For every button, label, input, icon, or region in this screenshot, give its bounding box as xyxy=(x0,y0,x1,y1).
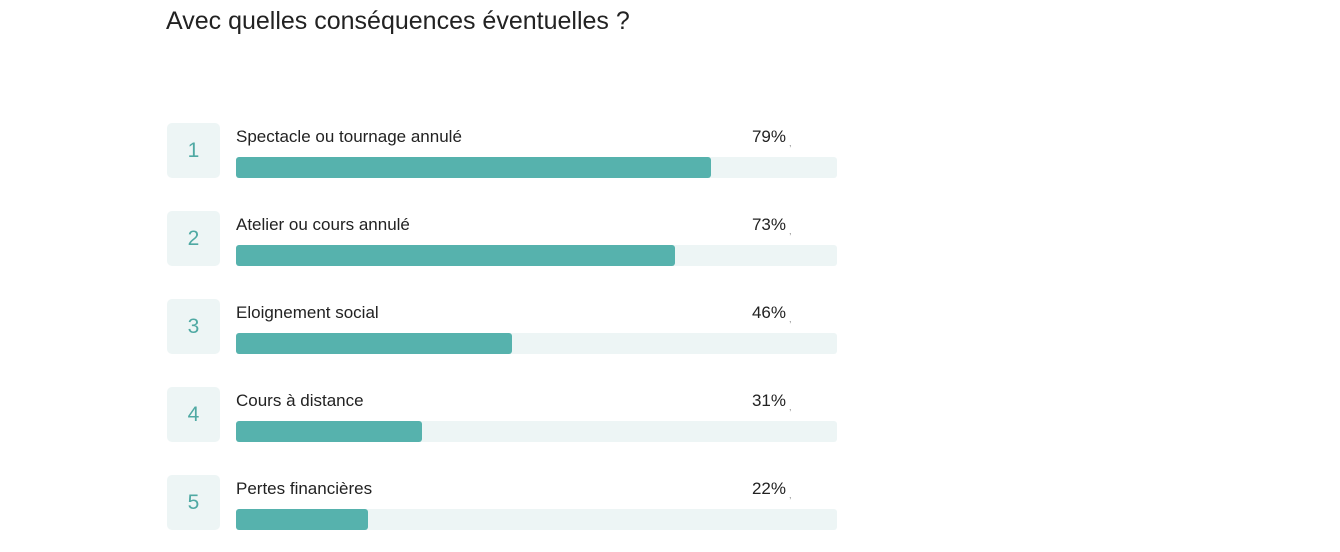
bar xyxy=(236,421,422,442)
bar-track xyxy=(236,157,837,178)
value-label-suffix: , xyxy=(789,138,792,148)
category-label: Atelier ou cours annulé xyxy=(236,215,410,234)
question-title: Avec quelles conséquences éventuelles ? xyxy=(166,7,630,35)
value-label: 31%, xyxy=(752,390,792,418)
value-label-suffix: , xyxy=(789,314,792,324)
category-label: Pertes financières xyxy=(236,479,373,498)
value-label-number: 31% xyxy=(751,391,786,410)
chart-row: 3 Eloignement social 46%, xyxy=(0,299,1340,355)
value-label: 79%, xyxy=(752,126,792,154)
category-label: Eloignement social xyxy=(236,303,379,322)
value-label-number: 73% xyxy=(751,215,786,234)
category-label: Spectacle ou tournage annulé xyxy=(236,127,462,146)
value-label-number: 46% xyxy=(751,303,786,322)
bar-track xyxy=(236,421,837,442)
bar xyxy=(236,509,368,530)
bar-track xyxy=(236,333,837,354)
chart-row: 5 Pertes financières 22%, xyxy=(0,475,1340,531)
value-label-number: 79% xyxy=(751,127,786,146)
chart-row: 1 Spectacle ou tournage annulé 79%, xyxy=(0,123,1340,179)
bar xyxy=(236,157,711,178)
rank-badge: 5 xyxy=(167,475,220,530)
rank-badge: 2 xyxy=(167,211,220,266)
bar-track xyxy=(236,509,837,530)
value-label: 22%, xyxy=(752,478,792,506)
value-label-suffix: , xyxy=(789,490,792,500)
value-label-number: 22% xyxy=(751,479,786,498)
rank-badge: 3 xyxy=(167,299,220,354)
value-label: 46%, xyxy=(752,302,792,330)
bar xyxy=(236,333,512,354)
bar-track xyxy=(236,245,837,266)
value-label: 73%, xyxy=(752,214,792,242)
value-label-suffix: , xyxy=(789,402,792,412)
bar xyxy=(236,245,675,266)
chart-row: 4 Cours à distance 31%, xyxy=(0,387,1340,443)
category-label: Cours à distance xyxy=(236,391,364,410)
rank-badge: 1 xyxy=(167,123,220,178)
value-label-suffix: , xyxy=(789,226,792,236)
chart-row: 2 Atelier ou cours annulé 73%, xyxy=(0,211,1340,267)
rank-badge: 4 xyxy=(167,387,220,442)
